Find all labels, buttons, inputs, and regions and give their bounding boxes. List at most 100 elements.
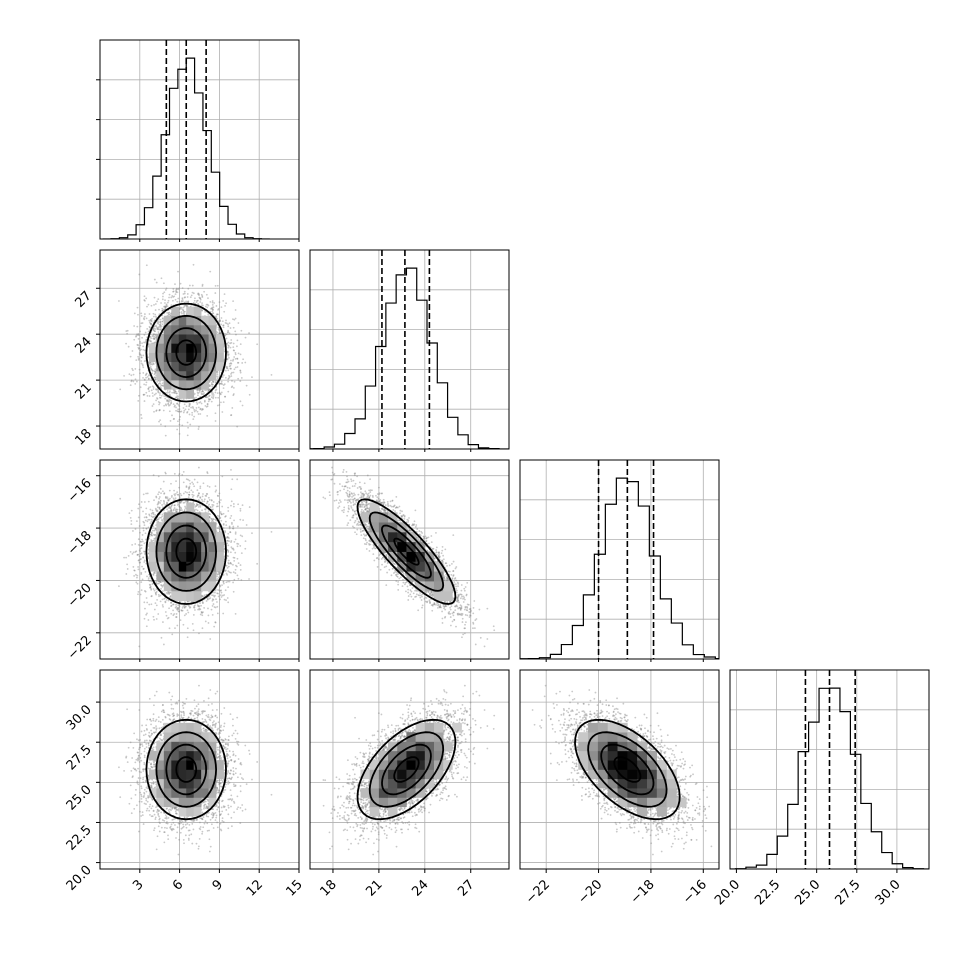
sample-point bbox=[151, 385, 154, 388]
sample-point bbox=[169, 404, 171, 406]
sample-point bbox=[180, 311, 183, 313]
sample-point bbox=[139, 349, 142, 352]
sample-point bbox=[174, 450, 176, 452]
sample-point bbox=[158, 332, 160, 335]
sample-point bbox=[224, 369, 227, 372]
sample-point bbox=[142, 372, 145, 374]
sample-point bbox=[233, 318, 236, 321]
sample-point bbox=[139, 372, 141, 375]
sample-point bbox=[148, 390, 151, 393]
sample-point bbox=[154, 309, 157, 311]
sample-point bbox=[221, 383, 224, 386]
sample-point bbox=[200, 293, 203, 296]
sample-point bbox=[206, 414, 209, 417]
sample-point bbox=[198, 294, 200, 297]
sample-point bbox=[200, 409, 203, 411]
sample-point bbox=[193, 397, 196, 400]
sample-point bbox=[202, 408, 204, 411]
sample-point bbox=[163, 404, 166, 407]
sample-point bbox=[229, 364, 232, 367]
sample-point bbox=[232, 300, 235, 303]
sample-point bbox=[159, 396, 162, 399]
sample-point bbox=[159, 328, 162, 331]
sample-point bbox=[152, 363, 155, 366]
sample-point bbox=[191, 411, 194, 414]
sample-point bbox=[227, 341, 230, 344]
sample-point bbox=[142, 349, 145, 351]
sample-point bbox=[158, 308, 160, 311]
sample-point bbox=[125, 330, 128, 332]
sample-point bbox=[168, 311, 171, 314]
sample-point bbox=[228, 376, 231, 378]
sample-point bbox=[216, 317, 219, 320]
sample-point bbox=[135, 359, 138, 361]
sample-point bbox=[157, 400, 160, 403]
sample-point bbox=[234, 317, 237, 320]
sample-point bbox=[145, 384, 147, 386]
sample-point bbox=[219, 382, 222, 385]
sample-point bbox=[220, 391, 223, 394]
sample-point bbox=[211, 300, 214, 302]
sample-point bbox=[155, 325, 158, 328]
sample-point bbox=[177, 270, 179, 273]
sample-point bbox=[176, 428, 179, 431]
sample-point bbox=[151, 405, 154, 407]
sample-point bbox=[225, 302, 227, 305]
sample-point bbox=[222, 374, 225, 377]
sample-point bbox=[149, 340, 152, 343]
sample-point bbox=[159, 322, 162, 325]
sample-point bbox=[201, 309, 203, 312]
sample-point bbox=[145, 376, 148, 379]
sample-point bbox=[173, 405, 176, 408]
sample-point bbox=[140, 354, 143, 357]
sample-point bbox=[150, 337, 153, 340]
sample-point bbox=[177, 408, 180, 411]
sample-point bbox=[228, 322, 231, 325]
sample-point bbox=[182, 300, 184, 302]
sample-point bbox=[162, 317, 164, 320]
sample-point bbox=[158, 323, 161, 326]
sample-point bbox=[210, 396, 213, 399]
sample-point bbox=[169, 399, 171, 402]
sample-point bbox=[236, 345, 238, 348]
sample-point bbox=[168, 404, 170, 407]
sample-point bbox=[153, 341, 156, 344]
sample-point bbox=[151, 363, 154, 366]
sample-point bbox=[152, 312, 155, 315]
sample-point bbox=[223, 383, 226, 386]
sample-point bbox=[198, 389, 200, 392]
sample-point bbox=[183, 292, 186, 295]
sample-point bbox=[152, 327, 155, 330]
sample-point bbox=[228, 362, 231, 365]
sample-point bbox=[195, 401, 198, 404]
histogram-panel-3 bbox=[730, 670, 929, 869]
sample-point bbox=[170, 304, 173, 307]
sample-point bbox=[201, 390, 204, 393]
sample-point bbox=[229, 342, 232, 345]
sample-point bbox=[161, 384, 164, 387]
sample-point bbox=[145, 317, 148, 320]
sample-point bbox=[126, 332, 129, 335]
sample-point bbox=[165, 287, 168, 290]
sample-point bbox=[143, 349, 146, 352]
sample-point bbox=[153, 338, 155, 340]
sample-point bbox=[195, 407, 198, 409]
sample-point bbox=[227, 356, 230, 359]
sample-point bbox=[244, 361, 247, 364]
sample-point bbox=[160, 327, 162, 329]
sample-point bbox=[236, 366, 239, 368]
sample-point bbox=[245, 384, 248, 387]
sample-point bbox=[234, 352, 237, 354]
sample-point bbox=[161, 317, 164, 320]
sample-point bbox=[141, 322, 144, 324]
sample-point bbox=[166, 399, 169, 402]
sample-point bbox=[194, 297, 196, 300]
sample-point bbox=[190, 406, 192, 409]
sample-point bbox=[151, 317, 153, 320]
sample-point bbox=[197, 406, 200, 409]
sample-point bbox=[189, 423, 192, 426]
sample-point bbox=[206, 306, 209, 309]
sample-point bbox=[150, 362, 153, 365]
sample-point bbox=[201, 393, 204, 395]
sample-point bbox=[229, 327, 232, 329]
